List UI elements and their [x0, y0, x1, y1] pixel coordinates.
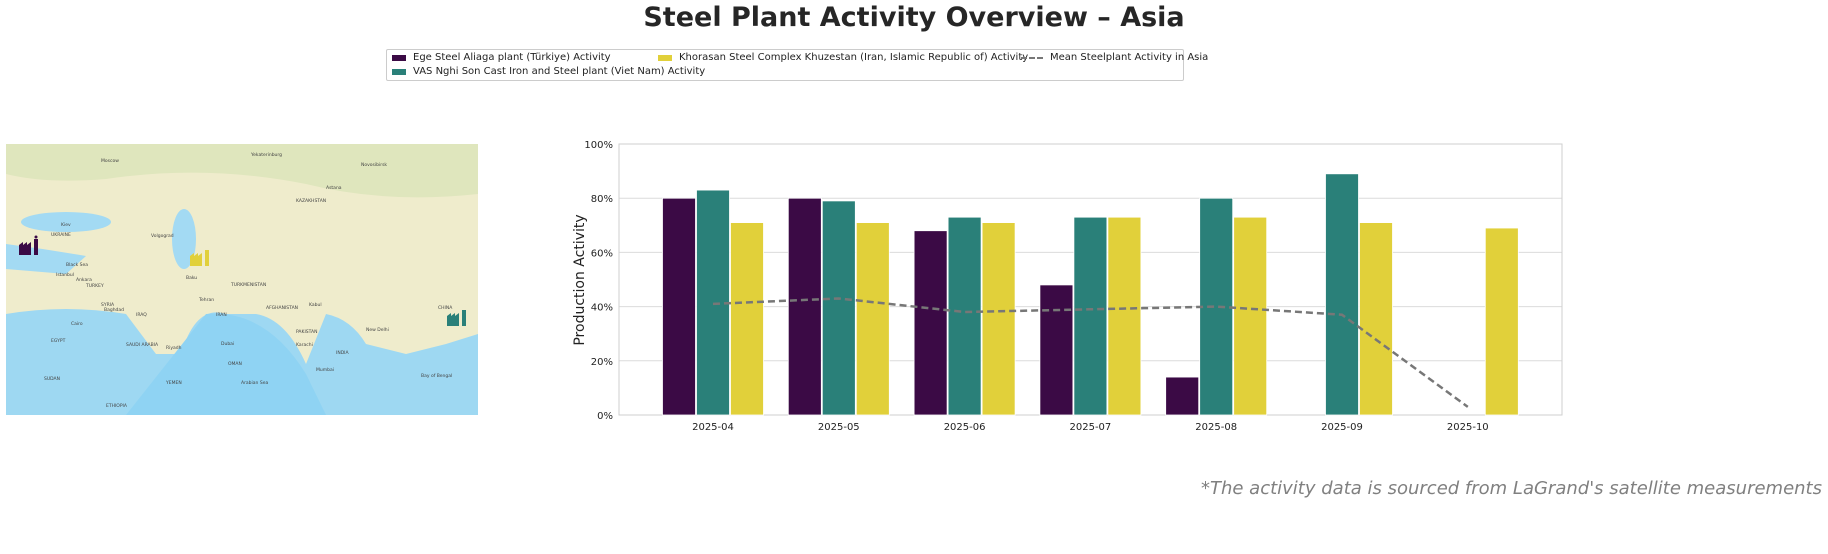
bar [787, 197, 822, 416]
caspian-sea [172, 209, 196, 269]
map-label: Cairo [71, 321, 83, 327]
y-tick-label: 80% [591, 194, 613, 205]
legend-item: Khorasan Steel Complex Khuzestan (Iran, … [658, 52, 1028, 63]
x-tick-label: 2025-05 [818, 422, 860, 433]
map-label: SYRIA [101, 302, 115, 308]
bar [947, 216, 982, 416]
map-label: SAUDI ARABIA [126, 342, 159, 348]
bar [1233, 216, 1268, 416]
map-label: Mumbai [316, 367, 334, 373]
map-label: Tehran [198, 297, 214, 303]
bar [981, 222, 1016, 416]
x-tick-label: 2025-07 [1070, 422, 1112, 433]
map-label: Yekaterinburg [250, 152, 282, 158]
map-label: Arabian Sea [241, 380, 268, 386]
map-label: PAKISTAN [296, 329, 317, 335]
legend-swatch [392, 54, 406, 61]
map-label: IRAN [216, 312, 227, 318]
map-label: Istanbul [56, 272, 74, 278]
map-label: INDIA [336, 350, 349, 356]
x-tick-label: 2025-08 [1195, 422, 1237, 433]
y-tick-label: 60% [591, 248, 613, 259]
bar [730, 222, 764, 416]
map-label: KAZAKHSTAN [296, 198, 326, 204]
y-tick-label: 0% [597, 411, 613, 422]
map-forest [6, 144, 478, 198]
black-sea [21, 212, 111, 232]
bar [1073, 216, 1108, 416]
map-label: EGYPT [51, 338, 66, 344]
map-label: Novosibirsk [361, 162, 387, 168]
y-tick-label: 20% [591, 357, 613, 368]
map-label: TURKEY [85, 283, 104, 289]
x-tick-label: 2025-04 [692, 422, 734, 433]
map-label: YEMEN [165, 380, 182, 386]
map-label: Kiev [61, 222, 71, 228]
legend-item: Ege Steel Aliaga plant (Türkiye) Activit… [392, 52, 611, 63]
page-title: Steel Plant Activity Overview – Asia [643, 2, 1185, 33]
legend-swatch [392, 68, 406, 75]
bar [1484, 227, 1519, 416]
map-label: Riyadh [166, 345, 182, 351]
map-label: TURKMENISTAN [230, 282, 266, 288]
map-label: Dubai [221, 341, 234, 347]
map-label: New Delhi [366, 327, 389, 333]
legend-label: Mean Steelplant Activity in Asia [1050, 52, 1209, 63]
map-label: ETHIOPIA [106, 403, 128, 409]
y-tick-label: 40% [591, 303, 613, 314]
x-tick-label: 2025-06 [944, 422, 986, 433]
y-axis-label: Production Activity [572, 214, 588, 345]
map-label: Bay of Bengal [421, 373, 452, 379]
legend: Ege Steel Aliaga plant (Türkiye) Activit… [386, 49, 1208, 81]
y-tick-label: 100% [584, 140, 613, 151]
map-label: Moscow [101, 158, 119, 164]
legend-item: VAS Nghi Son Cast Iron and Steel plant (… [392, 66, 705, 77]
map-label: Karachi [296, 342, 313, 348]
map-label: SUDAN [44, 376, 60, 382]
factory-icon [19, 235, 38, 255]
legend-item: Mean Steelplant Activity in Asia [1021, 52, 1208, 63]
bar [1325, 173, 1359, 416]
bar [1165, 376, 1200, 416]
x-tick-label: 2025-10 [1447, 422, 1489, 433]
legend-swatch [658, 54, 672, 61]
x-tick-label: 2025-09 [1321, 422, 1363, 433]
map: Moscow Yekaterinburg Novosibirsk KAZAKHSTAN… [6, 144, 478, 415]
bar [1107, 216, 1142, 416]
map-label: Volgograd [151, 233, 174, 239]
bar [1359, 222, 1393, 416]
map-label: OMAN [228, 361, 242, 367]
bar [913, 230, 948, 416]
factory-icon [447, 310, 466, 326]
bar [1039, 284, 1074, 416]
bar [662, 197, 696, 416]
arabian-sea [126, 313, 326, 415]
map-label: Kabul [309, 302, 322, 308]
legend-dash [1021, 56, 1043, 59]
bar [821, 200, 856, 416]
legend-label: Ege Steel Aliaga plant (Türkiye) Activit… [413, 52, 611, 63]
map-label: CHINA [438, 305, 453, 311]
map-label: IRAQ [136, 312, 147, 318]
legend-label: Khorasan Steel Complex Khuzestan (Iran, … [679, 52, 1029, 63]
map-label: AFGHANISTAN [266, 305, 298, 311]
map-label: Baku [186, 275, 197, 281]
map-label: UKRAINE [51, 232, 71, 238]
legend-label: VAS Nghi Son Cast Iron and Steel plant (… [413, 66, 706, 77]
map-label: Ankara [76, 277, 92, 283]
factory-icon [190, 250, 209, 266]
source-note: *The activity data is sourced from LaGra… [1200, 478, 1822, 499]
map-label: Astana [326, 185, 342, 191]
bar [855, 222, 890, 416]
map-label: Baghdad [104, 307, 124, 313]
map-label: Black Sea [66, 262, 88, 268]
